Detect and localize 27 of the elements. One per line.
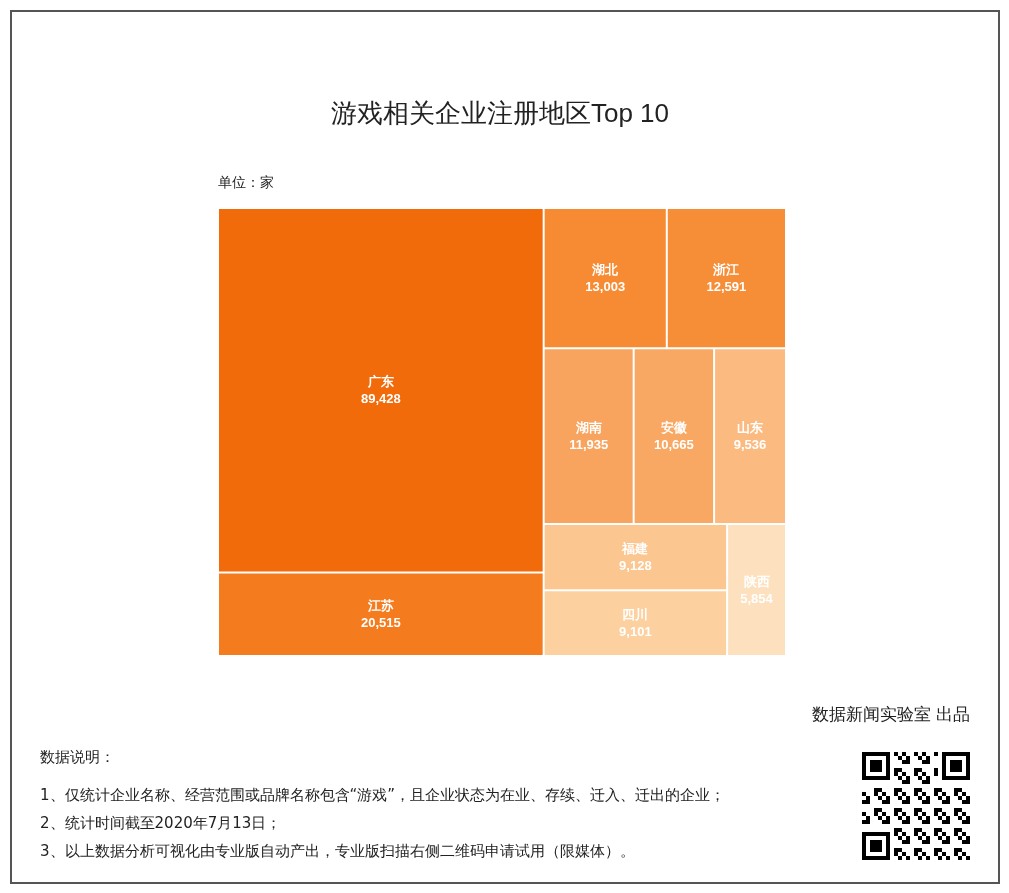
- data-label: 20,515: [360, 615, 401, 631]
- category-label: 广东: [366, 374, 394, 390]
- text: 游戏相关企业注册地区Top 10: [330, 98, 670, 128]
- text: 数据新闻实验室 出品: [811, 703, 970, 726]
- category-label: 陕西: [743, 574, 770, 590]
- data-label: 9,128: [619, 558, 652, 574]
- text: 2、统计时间截至2020年7月13日；: [40, 814, 282, 833]
- data-label: 11,935: [569, 437, 609, 453]
- category-label: 浙江: [712, 262, 740, 278]
- category-label: 山东: [737, 420, 764, 436]
- category-label: 四川: [622, 607, 649, 623]
- category-label: 安徽: [660, 420, 688, 436]
- data-label: 10,665: [653, 437, 694, 453]
- text: 1、仅统计企业名称、经营范围或品牌名称包含“游戏”，且企业状态为在业、存续、迁入、迁出的企业；: [40, 786, 726, 805]
- data-label: 9,536: [733, 437, 767, 453]
- category-label: 湖北: [591, 262, 620, 278]
- data-label: 12,591: [706, 279, 747, 295]
- data-label: 9,101: [619, 624, 652, 640]
- data-label: 5,854: [740, 591, 774, 607]
- category-label: 湖南: [574, 420, 602, 436]
- text: 3、以上数据分析可视化由专业版自动产出，专业版扫描右侧二维码申请试用（限媒体）。: [40, 842, 635, 861]
- category-label: 江苏: [366, 598, 394, 614]
- data-label: 13,003: [585, 279, 626, 295]
- data-label: 89,428: [360, 391, 401, 407]
- text: 数据说明：: [40, 748, 115, 767]
- text: 单位：家: [218, 174, 274, 192]
- category-label: 福建: [621, 541, 649, 557]
